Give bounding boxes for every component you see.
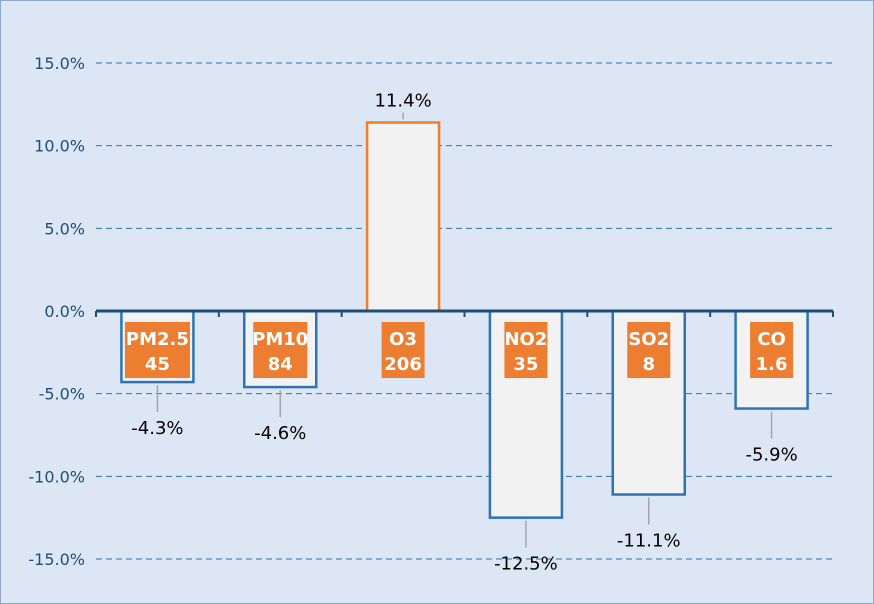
data-label: 11.4% bbox=[374, 91, 431, 112]
y-tick-label: 5.0% bbox=[44, 219, 85, 238]
category-name: SO2 bbox=[628, 329, 669, 350]
data-label: -4.3% bbox=[131, 418, 183, 439]
category-value: 45 bbox=[145, 354, 170, 375]
y-tick-label: 15.0% bbox=[34, 54, 85, 73]
data-label: -12.5% bbox=[494, 554, 558, 575]
category-name: PM10 bbox=[252, 329, 308, 350]
category-name: PM2.5 bbox=[126, 329, 189, 350]
y-tick-label: -10.0% bbox=[28, 467, 85, 486]
category-label-box bbox=[253, 322, 308, 378]
category-label-box bbox=[124, 322, 190, 378]
y-tick-label: 0.0% bbox=[44, 302, 85, 321]
category-name: CO bbox=[757, 329, 786, 350]
category-value: 35 bbox=[513, 354, 538, 375]
category-label-box bbox=[627, 322, 671, 378]
category-label-box bbox=[381, 322, 425, 378]
bars bbox=[120, 121, 809, 519]
category-value: 8 bbox=[642, 354, 655, 375]
data-label: -4.6% bbox=[254, 423, 306, 444]
x-axis bbox=[95, 309, 834, 317]
category-value: 206 bbox=[384, 354, 422, 375]
bar bbox=[365, 121, 441, 313]
y-tick-label: -15.0% bbox=[28, 550, 85, 569]
y-tick-label: 10.0% bbox=[34, 137, 85, 156]
category-value: 84 bbox=[268, 354, 293, 375]
category-label-box bbox=[504, 322, 548, 378]
data-label: -11.1% bbox=[617, 531, 681, 552]
category-name: O3 bbox=[389, 329, 417, 350]
y-tick-label: -5.0% bbox=[39, 385, 85, 404]
category-labels: PM2.5 45 PM10 84 O3 206 NO2 35 SO2 8 CO 1.6 bbox=[124, 322, 794, 378]
y-axis-tick-labels: 15.0% 10.0% 5.0% 0.0% -5.0% -10.0% -15.0% bbox=[28, 54, 85, 569]
data-labels: -4.3% -4.6% 11.4% -12.5% -11.1% -5.9% bbox=[131, 91, 797, 575]
data-label: -5.9% bbox=[745, 445, 797, 466]
category-name: NO2 bbox=[504, 329, 547, 350]
category-label-box bbox=[750, 322, 794, 378]
gridlines bbox=[96, 62, 833, 560]
category-value: 1.6 bbox=[756, 354, 788, 375]
